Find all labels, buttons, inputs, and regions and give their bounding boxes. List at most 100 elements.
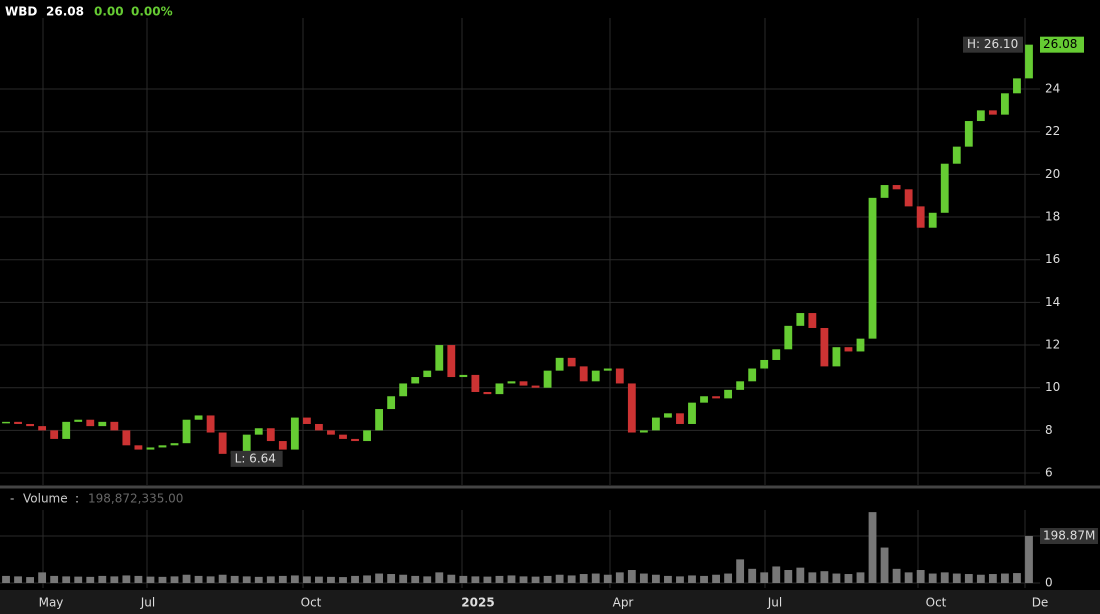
volume-bar <box>868 512 877 583</box>
candle <box>182 419 191 444</box>
low-label: L: 6.64 <box>235 451 276 465</box>
volume-bar <box>844 574 853 583</box>
volume-bar <box>230 575 239 583</box>
volume-bar <box>471 576 480 583</box>
candle <box>832 347 841 367</box>
high-label: H: 26.10 <box>967 37 1018 51</box>
candle <box>940 163 949 213</box>
candle <box>567 357 576 367</box>
volume-bar <box>760 572 769 583</box>
candle <box>459 374 468 378</box>
volume-bar <box>928 573 937 583</box>
candle <box>700 396 708 403</box>
y-tick-label: 6 <box>1045 466 1053 480</box>
y-tick-label: 18 <box>1045 210 1060 224</box>
candle <box>206 415 215 433</box>
volume-bar <box>808 572 817 583</box>
volume-bar <box>363 575 371 583</box>
volume-bar <box>339 577 347 583</box>
candle <box>194 415 203 420</box>
candle <box>387 396 396 410</box>
candle <box>1001 93 1009 115</box>
candle <box>110 421 119 431</box>
candle <box>435 345 444 371</box>
volume-bar <box>14 576 22 583</box>
candle <box>98 421 107 427</box>
candle <box>688 402 696 424</box>
volume-bar <box>110 576 119 583</box>
volume-colon: : <box>75 492 79 506</box>
candle <box>976 110 985 122</box>
y-tick-label: 24 <box>1045 82 1060 96</box>
candle <box>627 383 636 433</box>
low-label-bg <box>230 450 283 467</box>
volume-bar <box>627 570 636 583</box>
volume-bar <box>952 573 961 583</box>
candle <box>1013 78 1021 94</box>
volume-bar <box>242 576 251 583</box>
last-price-bg <box>1040 36 1084 53</box>
candle <box>26 423 34 427</box>
volume-bar <box>940 572 949 583</box>
y-tick-label: 8 <box>1045 423 1053 437</box>
volume-bar <box>98 575 107 583</box>
volume-bar <box>700 575 708 583</box>
candle <box>471 374 480 392</box>
candle <box>736 381 745 390</box>
volume-bar <box>519 576 528 583</box>
candle <box>14 421 22 424</box>
candle <box>50 430 59 439</box>
x-tick-label: Jul <box>767 596 782 610</box>
volume-bar <box>1025 536 1033 583</box>
candle <box>796 313 805 326</box>
volume-bar <box>880 547 889 583</box>
candle <box>724 389 733 399</box>
change: 0.00 <box>94 5 124 19</box>
volume-bar <box>567 575 576 583</box>
volume-bar <box>664 575 672 583</box>
candle <box>266 428 275 442</box>
volume-bar <box>507 575 516 583</box>
price: 26.08 <box>46 5 84 19</box>
y2-tick-label: 0 <box>1045 576 1053 590</box>
volume-bar <box>543 575 552 583</box>
candle <box>351 438 359 442</box>
candle <box>134 445 143 450</box>
volume-bar <box>591 573 600 583</box>
volume-bar <box>411 575 420 583</box>
candle <box>988 110 997 115</box>
volume-bar <box>26 577 34 583</box>
volume-bar <box>290 575 299 583</box>
volume-bar <box>62 576 71 583</box>
candle <box>760 359 769 369</box>
volume-bar <box>351 575 359 583</box>
candle <box>892 185 901 190</box>
volume-bar <box>820 571 829 583</box>
candle <box>519 381 528 386</box>
candle <box>483 391 492 395</box>
candle <box>399 383 408 397</box>
volume-bar <box>122 575 131 583</box>
volume-bar <box>784 570 793 583</box>
candle <box>531 385 540 388</box>
candle <box>543 370 552 388</box>
candle <box>411 377 420 384</box>
candle <box>242 434 251 452</box>
x-tick-label: May <box>39 596 64 610</box>
volume-bar <box>615 572 624 583</box>
candle <box>603 368 612 371</box>
volume-bar <box>50 575 59 583</box>
candle <box>784 325 793 350</box>
y-tick-label: 12 <box>1045 338 1060 352</box>
candle <box>748 368 757 382</box>
candle <box>664 413 672 418</box>
candle <box>2 421 10 424</box>
volume-bar <box>86 576 95 583</box>
volume-bar <box>435 572 444 583</box>
candle <box>615 368 624 384</box>
volume-bar <box>904 572 913 583</box>
candle <box>495 383 504 395</box>
x-tick-label: De <box>1032 596 1049 610</box>
